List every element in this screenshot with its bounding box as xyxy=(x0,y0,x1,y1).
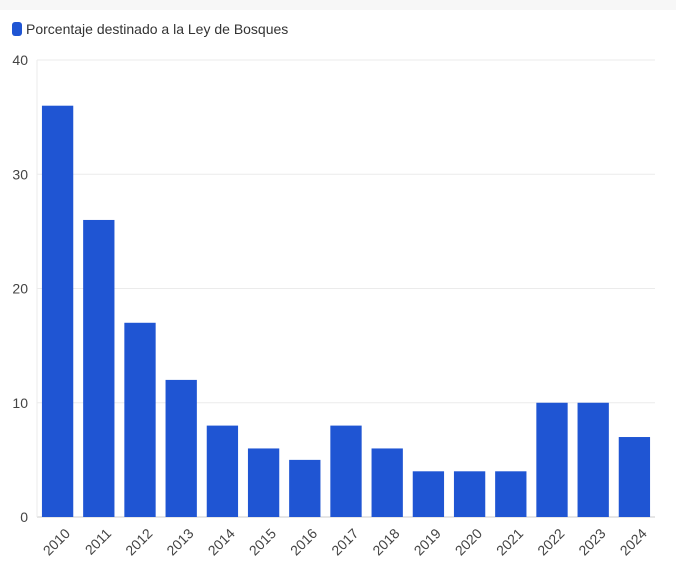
bar-2014[interactable] xyxy=(206,425,239,517)
bar-2023[interactable] xyxy=(577,402,609,517)
x-tick-label: 2017 xyxy=(328,525,361,558)
x-tick-label: 2014 xyxy=(205,525,238,558)
y-tick-label: 30 xyxy=(12,166,28,182)
y-tick-label: 20 xyxy=(12,281,28,297)
x-tick-label: 2019 xyxy=(411,525,444,558)
y-tick-label: 10 xyxy=(12,395,28,411)
x-tick-label: 2024 xyxy=(617,525,650,558)
chart-legend[interactable]: Porcentaje destinado a la Ley de Bosques xyxy=(12,21,288,37)
x-tick-label: 2022 xyxy=(534,525,567,558)
bar-2021[interactable] xyxy=(495,471,527,517)
top-strip xyxy=(0,0,676,10)
bar-2013[interactable] xyxy=(165,379,197,517)
bar-2022[interactable] xyxy=(536,402,568,517)
y-axis-ticks: 0 10 20 30 40 xyxy=(12,52,28,525)
x-tick-label: 2015 xyxy=(246,525,279,558)
x-tick-label: 2023 xyxy=(575,525,608,558)
bar-2020[interactable] xyxy=(453,471,486,517)
legend-swatch xyxy=(12,22,22,36)
bar-2019[interactable] xyxy=(412,471,445,517)
x-tick-label: 2016 xyxy=(287,525,320,558)
bar-2011[interactable] xyxy=(83,219,115,517)
x-tick-label: 2010 xyxy=(40,525,73,558)
bars xyxy=(41,105,651,517)
bar-2017[interactable] xyxy=(330,425,362,517)
x-tick-label: 2012 xyxy=(122,525,155,558)
x-tick-label: 2011 xyxy=(82,525,115,558)
x-tick-label: 2021 xyxy=(493,525,526,558)
bar-2024[interactable] xyxy=(618,437,651,517)
x-tick-label: 2013 xyxy=(163,525,196,558)
x-axis-ticks: 2010 2011 2012 2013 2014 2015 2016 2017 2018 2019… xyxy=(40,525,650,558)
x-tick-label: 2020 xyxy=(452,525,485,558)
bar-2016[interactable] xyxy=(289,459,321,517)
bar-2015[interactable] xyxy=(247,448,280,517)
x-tick-label: 2018 xyxy=(369,525,402,558)
y-tick-label: 0 xyxy=(20,509,28,525)
legend-label: Porcentaje destinado a la Ley de Bosques xyxy=(26,21,289,37)
y-tick-label: 40 xyxy=(12,52,28,68)
bar-2012[interactable] xyxy=(124,322,156,517)
bar-2018[interactable] xyxy=(371,448,403,517)
bar-2010[interactable] xyxy=(41,105,74,517)
